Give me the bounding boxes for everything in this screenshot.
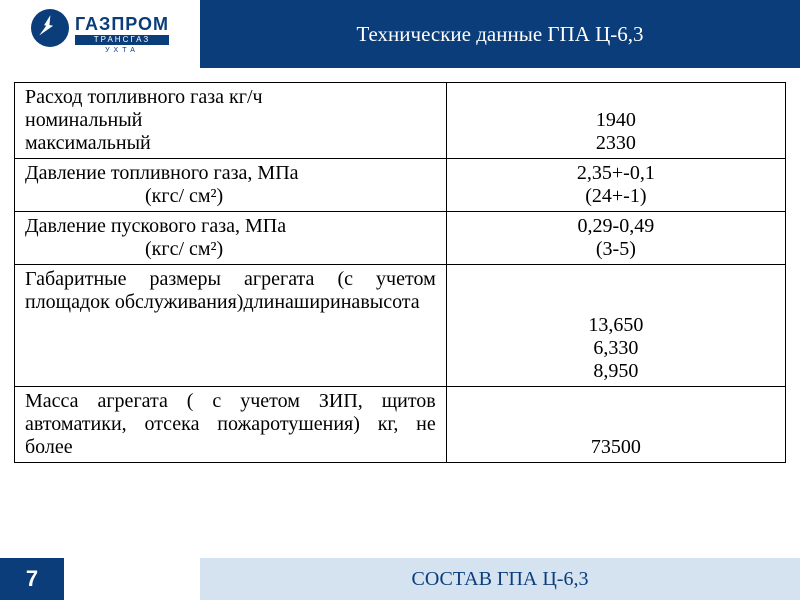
parameter-value-line bbox=[457, 390, 775, 413]
parameter-value-line: 2330 bbox=[457, 132, 775, 155]
parameter-label-line: высота bbox=[360, 291, 419, 313]
parameter-label-line: (кгс/ см²) bbox=[25, 185, 436, 208]
parameter-value-line: 6,330 bbox=[457, 337, 775, 360]
title-text: Технические данные ГПА Ц-6,3 bbox=[356, 22, 643, 47]
parameter-label-line: ширина bbox=[294, 291, 360, 313]
next-slide-title: СОСТАВ ГПА Ц-6,3 bbox=[200, 558, 800, 600]
parameter-label-cell: Масса агрегата ( с учетом ЗИП, щитов авт… bbox=[15, 387, 447, 463]
parameter-value-line: (24+-1) bbox=[457, 185, 775, 208]
logo-text: ГАЗПРОМ ТРАНСГАЗ УХТА bbox=[75, 15, 169, 54]
table-row: Масса агрегата ( с учетом ЗИП, щитов авт… bbox=[15, 387, 786, 463]
table-row: Габаритные размеры агрегата (с учетом пл… bbox=[15, 265, 786, 387]
parameter-value-line: 0,29-0,49 bbox=[457, 215, 775, 238]
table-row: Давление топливного газа, МПа(кгс/ см²)2… bbox=[15, 159, 786, 212]
parameter-label-line: (кгс/ см²) bbox=[25, 238, 436, 261]
parameter-label-line: длина bbox=[243, 291, 293, 313]
parameter-value-line: 73500 bbox=[457, 436, 775, 459]
footer-gap bbox=[64, 558, 200, 600]
gazprom-flame-icon bbox=[31, 9, 71, 59]
parameter-value-cell: 2,35+-0,1(24+-1) bbox=[446, 159, 785, 212]
parameter-label-line: Давление топливного газа, МПа bbox=[25, 162, 436, 185]
parameter-value-line bbox=[457, 268, 775, 291]
logo-sub2-text: УХТА bbox=[75, 47, 169, 54]
logo-box: ГАЗПРОМ ТРАНСГАЗ УХТА bbox=[0, 0, 200, 68]
logo-sub-text: ТРАНСГАЗ bbox=[75, 35, 169, 45]
next-slide-text: СОСТАВ ГПА Ц-6,3 bbox=[412, 568, 589, 591]
parameter-value-cell: 19402330 bbox=[446, 83, 785, 159]
parameter-label-cell: Давление топливного газа, МПа(кгс/ см²) bbox=[15, 159, 447, 212]
parameter-value-line: (3-5) bbox=[457, 238, 775, 261]
parameter-value-cell: 73500 bbox=[446, 387, 785, 463]
header: ГАЗПРОМ ТРАНСГАЗ УХТА Технические данные… bbox=[0, 0, 800, 68]
page-number-value: 7 bbox=[26, 566, 38, 592]
parameter-value-cell: 0,29-0,49(3-5) bbox=[446, 212, 785, 265]
parameter-label-line: Давление пускового газа, МПа bbox=[25, 215, 436, 238]
parameter-label-cell: Давление пускового газа, МПа(кгс/ см²) bbox=[15, 212, 447, 265]
parameter-value-line: 1940 bbox=[457, 109, 775, 132]
parameter-label-line: Масса агрегата ( с учетом ЗИП, щитов авт… bbox=[25, 390, 436, 458]
content-area: Расход топливного газа кг/чноминальныйма… bbox=[0, 68, 800, 463]
page-title: Технические данные ГПА Ц-6,3 bbox=[200, 0, 800, 68]
footer: 7 СОСТАВ ГПА Ц-6,3 bbox=[0, 558, 800, 600]
parameter-value-line bbox=[457, 86, 775, 109]
parameter-label-line: Расход топливного газа кг/ч bbox=[25, 86, 436, 109]
parameter-label-cell: Габаритные размеры агрегата (с учетом пл… bbox=[15, 265, 447, 387]
parameter-value-line: 2,35+-0,1 bbox=[457, 162, 775, 185]
parameter-value-line: 13,650 bbox=[457, 314, 775, 337]
parameter-value-cell: 13,6506,3308,950 bbox=[446, 265, 785, 387]
table-row: Давление пускового газа, МПа(кгс/ см²)0,… bbox=[15, 212, 786, 265]
parameter-label-line: номинальный bbox=[25, 109, 436, 132]
parameter-value-line bbox=[457, 413, 775, 436]
parameter-value-line bbox=[457, 291, 775, 314]
parameter-label-line: максимальный bbox=[25, 132, 436, 155]
table-row: Расход топливного газа кг/чноминальныйма… bbox=[15, 83, 786, 159]
parameter-label-cell: Расход топливного газа кг/чноминальныйма… bbox=[15, 83, 447, 159]
page-number: 7 bbox=[0, 558, 64, 600]
company-logo: ГАЗПРОМ ТРАНСГАЗ УХТА bbox=[31, 9, 169, 59]
technical-data-table: Расход топливного газа кг/чноминальныйма… bbox=[14, 82, 786, 463]
parameter-value-line: 8,950 bbox=[457, 360, 775, 383]
logo-main-text: ГАЗПРОМ bbox=[75, 15, 169, 33]
